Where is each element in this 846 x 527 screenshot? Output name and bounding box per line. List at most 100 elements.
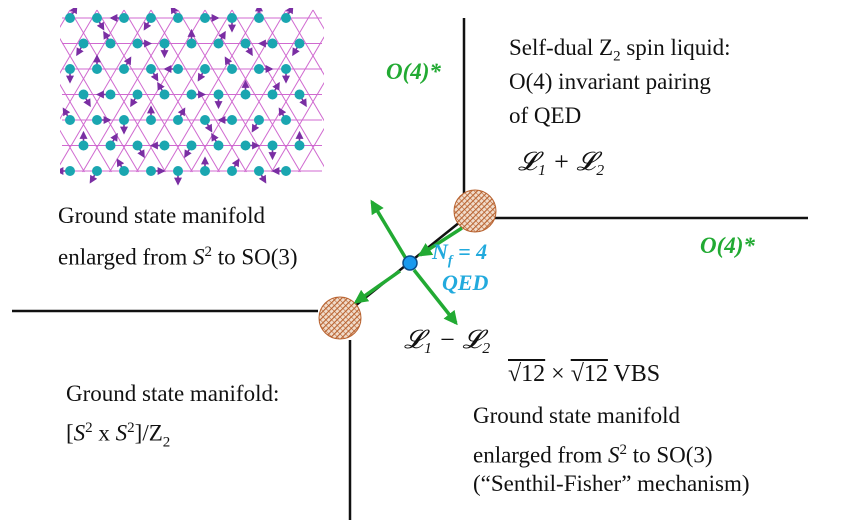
lattice-site <box>105 38 116 49</box>
lattice-bond <box>312 9 324 30</box>
lattice-bond <box>244 36 324 173</box>
lattice-bond <box>163 9 260 173</box>
lattice-site <box>92 13 102 23</box>
lower-multicritical-point <box>318 296 362 340</box>
lattice-bond <box>231 9 324 168</box>
lattice-bond <box>0 10 30 172</box>
lattice-bond <box>421 10 516 172</box>
flow-arrow-out-to-lower <box>353 269 402 304</box>
lattice-site <box>281 64 291 74</box>
lattice-site <box>267 89 278 100</box>
lattice-site <box>254 13 264 23</box>
lattice-bond <box>60 9 98 74</box>
lattice-site <box>65 166 75 176</box>
top-left-manifold-line1: Ground state manifold <box>58 203 265 228</box>
lattice-bond <box>60 9 71 28</box>
spin-liquid-line3: of QED <box>509 103 582 128</box>
lattice-bond <box>0 10 16 172</box>
flow-arrow-down-right <box>412 268 458 326</box>
top-left-manifold-line2: enlarged from S2 to SO(3) <box>58 244 298 270</box>
lattice-site <box>200 166 210 176</box>
lattice-site <box>267 38 278 49</box>
upper-multicritical-point <box>453 189 497 233</box>
vbs-label: √12 × √12 VBS <box>508 361 661 387</box>
lattice-site <box>227 115 237 125</box>
lattice-bond <box>0 10 3 172</box>
lattice-site <box>105 89 116 100</box>
lattice-site <box>119 115 129 125</box>
lattice-bond <box>60 83 112 173</box>
lattice-site <box>159 140 170 151</box>
nf-label: Nf = 4 <box>432 239 488 269</box>
lattice-bond <box>82 9 179 173</box>
lattice-site <box>254 115 264 125</box>
lattice-site <box>213 89 224 100</box>
lattice-site <box>119 13 129 23</box>
spin-liquid-label: Self-dual Z2 spin liquid: <box>509 35 731 65</box>
lattice-site <box>119 64 129 74</box>
lattice-site <box>78 140 89 151</box>
lattice-site <box>254 64 264 74</box>
lattice-bond <box>326 10 421 172</box>
lattice-bond <box>0 10 43 172</box>
lattice-site <box>119 166 129 176</box>
qed-label: QED <box>442 270 489 295</box>
lattice-site <box>200 13 210 23</box>
triangular-lattice-illustration <box>0 8 516 186</box>
lattice-site <box>200 115 210 125</box>
sum-lagrangian: 𝓛₁ + 𝓛₂ <box>518 147 605 176</box>
lattice-site <box>65 13 75 23</box>
lattice-site <box>186 38 197 49</box>
lattice-bond <box>340 10 435 172</box>
lattice-site <box>146 64 156 74</box>
lattice-site <box>294 38 305 49</box>
lattice-site <box>92 166 102 176</box>
spin-liquid-line2: O(4) invariant pairing <box>509 69 711 94</box>
lattice-bond <box>0 10 57 172</box>
lattice-site <box>146 166 156 176</box>
lattice-site <box>281 115 291 125</box>
difference-lagrangian: 𝓛₁ − 𝓛₂ <box>404 325 491 354</box>
lattice-bond <box>69 9 166 173</box>
lattice-site <box>146 13 156 23</box>
flow-arrow-up-left <box>370 199 410 263</box>
lattice-site <box>294 89 305 100</box>
lattice-bond <box>258 9 324 122</box>
lattice-site <box>132 38 143 49</box>
lattice-site <box>173 166 183 176</box>
o4-label-right: O(4)* <box>700 233 755 258</box>
lattice-site <box>132 140 143 151</box>
qed-critical-point <box>402 255 418 271</box>
lattice-bond <box>109 9 206 173</box>
rg-flow-arrows <box>353 199 463 326</box>
lattice-bond <box>285 9 324 76</box>
lattice-site <box>78 38 89 49</box>
lattice-site <box>240 38 251 49</box>
lattice-site <box>105 140 116 151</box>
lattice-site <box>227 166 237 176</box>
lattice-site <box>254 166 264 176</box>
lattice-bond <box>60 37 139 173</box>
lattice-site <box>227 64 237 74</box>
bottom-right-manifold-line1: Ground state manifold <box>473 403 680 428</box>
lattice-bond <box>271 82 324 173</box>
lattice-site <box>78 89 89 100</box>
lattice-bond <box>190 9 287 173</box>
o4-label-upper: O(4)* <box>386 59 441 84</box>
lattice-site <box>186 89 197 100</box>
lattice-site <box>227 13 237 23</box>
lattice-site <box>173 64 183 74</box>
lattice-site <box>213 38 224 49</box>
bottom-left-manifold-line2: [S2 x S2]/Z2 <box>66 420 171 451</box>
lattice-site <box>213 140 224 151</box>
lattice-site <box>173 13 183 23</box>
lattice-bond <box>217 9 314 173</box>
bottom-right-mechanism: (“Senthil-Fisher” mechanism) <box>473 471 750 496</box>
lattice-site <box>173 115 183 125</box>
lattice-bond <box>367 10 462 172</box>
lattice-bond <box>298 127 324 173</box>
lattice-bond <box>96 9 193 173</box>
bottom-left-manifold-line1: Ground state manifold: <box>66 381 280 406</box>
lattice-site <box>132 89 143 100</box>
